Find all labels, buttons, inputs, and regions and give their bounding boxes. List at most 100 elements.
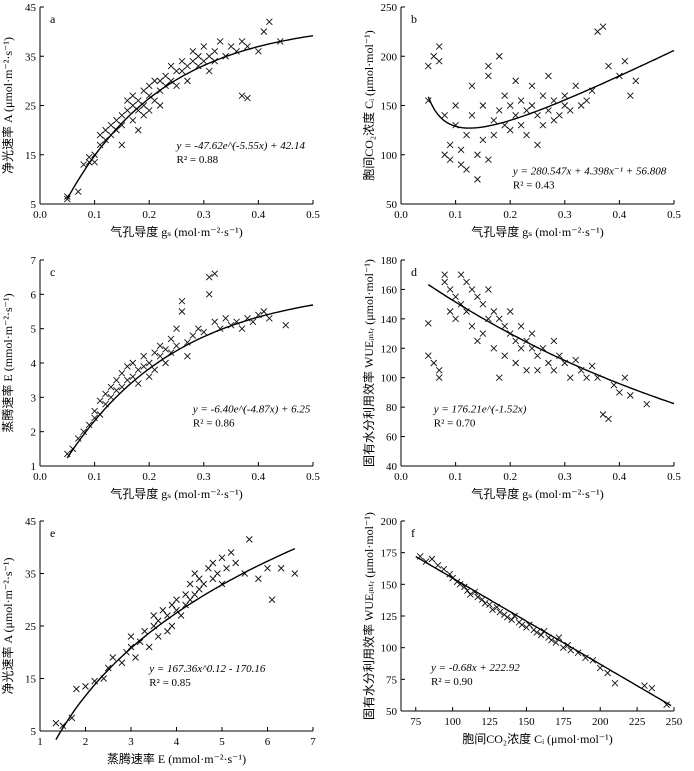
data-point	[495, 52, 503, 60]
data-point	[178, 297, 186, 305]
data-point	[173, 82, 180, 90]
data-point	[151, 366, 158, 374]
data-point	[82, 683, 89, 690]
data-point	[616, 389, 623, 396]
data-point	[291, 570, 299, 577]
x-tick-label: 175	[555, 716, 572, 728]
fit-curve	[427, 49, 675, 129]
data-point	[474, 151, 481, 159]
y-tick-label: 200	[381, 51, 398, 63]
y-tick-label: 15	[25, 150, 37, 162]
data-point	[457, 146, 465, 154]
data-point	[452, 315, 459, 323]
x-tick-label: 1	[37, 736, 43, 748]
x-tick-label: 75	[410, 716, 422, 728]
data-point	[73, 685, 80, 693]
data-point	[550, 337, 558, 345]
data-point	[200, 43, 208, 50]
data-point	[528, 330, 536, 337]
data-point	[134, 366, 142, 374]
y-tick-label: 1	[31, 461, 37, 473]
y-tick-label: 6	[31, 289, 37, 301]
data-point	[566, 374, 574, 382]
x-tick-label: 225	[629, 716, 646, 728]
panel-letter: f	[411, 526, 415, 540]
x-tick-label: 0.0	[33, 209, 47, 221]
data-point	[168, 601, 176, 609]
panel-b: 0.0 0.1 0.2 0.3 0.4 0.5 50 100 150 200 250 气孔导度 gₛ …	[361, 2, 681, 239]
y-tick-label: 140	[381, 314, 398, 326]
x-tick-label: 0.1	[449, 209, 463, 221]
x-tick-label: 3	[128, 736, 134, 748]
data-point	[441, 112, 448, 119]
x-tick-label: 0.4	[613, 209, 627, 221]
data-point	[124, 363, 131, 370]
fit-curve	[427, 284, 675, 405]
data-point	[227, 43, 235, 50]
data-point	[244, 94, 251, 102]
data-point	[191, 591, 199, 598]
data-point	[118, 112, 126, 119]
data-point	[113, 387, 120, 394]
data-point	[479, 300, 487, 308]
data-point	[485, 62, 492, 70]
data-point	[205, 67, 213, 75]
data-point	[260, 28, 268, 35]
data-point	[264, 564, 271, 572]
data-point	[177, 612, 185, 619]
x-tick-label: 0.2	[142, 471, 156, 483]
x-tick-label: 7	[310, 736, 316, 748]
y-tick-label: 45	[25, 2, 37, 14]
data-point	[162, 72, 169, 80]
y-tick-label: 175	[381, 548, 398, 560]
data-point	[189, 48, 197, 55]
x-axis-label: 胞间CO₂浓度 Cᵢ (μmol·mol⁻¹)	[462, 731, 613, 746]
data-point	[186, 580, 194, 588]
y-tick-label: 150	[381, 579, 398, 591]
x-tick-label: 0.1	[449, 471, 463, 483]
data-point	[277, 564, 285, 572]
data-point	[74, 435, 82, 442]
x-tick-label: 0.1	[88, 471, 102, 483]
data-point	[632, 77, 640, 85]
data-point	[479, 102, 487, 109]
data-point	[132, 654, 139, 661]
data-point	[118, 369, 126, 377]
x-tick-label: 0.5	[667, 471, 681, 483]
data-point	[474, 593, 482, 601]
data-point	[534, 367, 541, 374]
data-point	[577, 102, 585, 109]
data-point	[490, 344, 498, 352]
data-point	[550, 367, 558, 374]
data-point	[211, 48, 219, 55]
data-point	[268, 596, 276, 604]
data-point	[211, 270, 219, 278]
data-point	[238, 325, 246, 332]
data-point	[173, 342, 180, 350]
data-point	[435, 57, 443, 65]
data-point	[430, 359, 438, 367]
data-point	[485, 286, 492, 293]
data-point	[468, 82, 476, 90]
x-tick-label: 0.4	[252, 471, 266, 483]
data-point	[430, 52, 438, 60]
data-point	[162, 359, 169, 367]
data-point	[102, 126, 109, 134]
data-point	[129, 359, 137, 367]
data-point	[506, 126, 514, 134]
x-axis-label: 气孔导度 gₛ (mol·m⁻²·s⁻¹)	[110, 224, 243, 239]
panel-f: 75 100 125 150 175 200 225 250 50 75 100 125 150 175 2…	[361, 512, 683, 746]
data-point	[102, 136, 109, 144]
data-point	[129, 116, 137, 124]
data-point	[124, 107, 131, 114]
x-tick-label: 0.2	[503, 209, 517, 221]
y-tick-label: 125	[381, 611, 398, 623]
data-point	[216, 38, 224, 45]
y-tick-label: 75	[386, 674, 398, 686]
data-point	[182, 591, 189, 598]
data-point	[118, 141, 126, 149]
data-point	[495, 374, 503, 382]
data-point	[96, 397, 104, 405]
data-point	[134, 126, 142, 134]
